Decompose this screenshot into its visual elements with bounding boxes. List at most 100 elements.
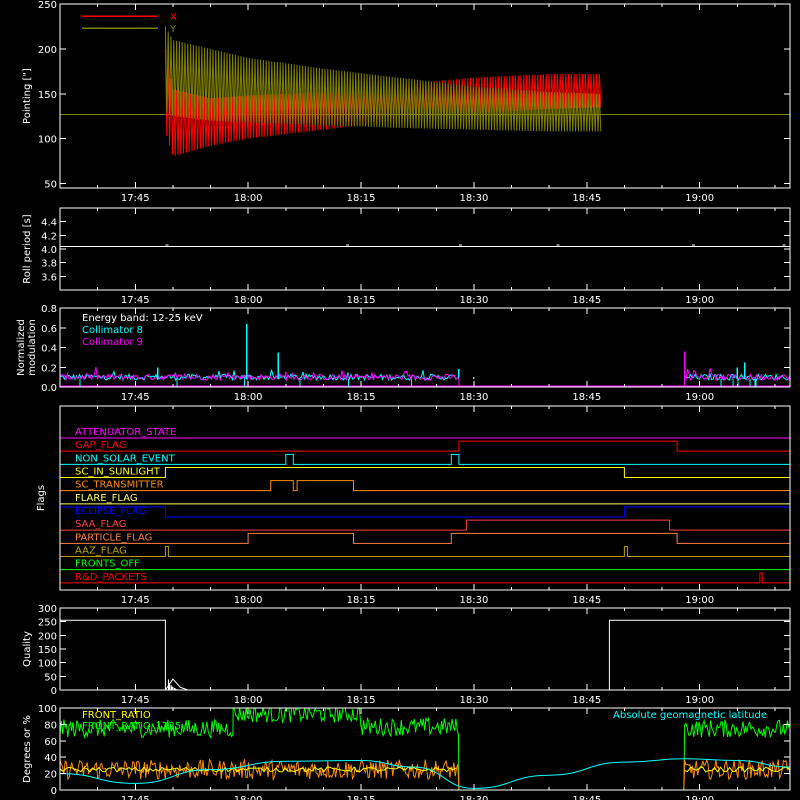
geomagnetic-data (60, 708, 790, 790)
geomagnetic-ytick-label: 60 (44, 737, 57, 748)
flag-trace (60, 572, 790, 584)
flag-label: SAA_FLAG (75, 519, 126, 530)
flags-xtick-label: 18:15 (347, 595, 376, 606)
pointing-ytick-label: 100 (38, 135, 57, 146)
quality-xtick-label: 17:45 (121, 695, 150, 706)
roll-period-xtick-label: 19:00 (685, 295, 714, 306)
flag-trace (60, 480, 790, 492)
flag-label: PARTICLE_FLAG (75, 532, 152, 543)
geomagnetic-ytick-label: 20 (44, 770, 57, 781)
flag-label: SC_IN_SUNLIGHT (75, 467, 161, 478)
geomagnetic-ytick-label: 40 (44, 753, 57, 764)
modulation-xtick-label: 17:45 (121, 392, 150, 403)
quality-ytick-label: 300 (38, 604, 57, 615)
roll-period-xtick-label: 18:15 (347, 295, 376, 306)
quality-xtick-label: 18:00 (234, 695, 263, 706)
flags-xtick-label: 19:00 (685, 595, 714, 606)
modulation-xtick-label: 19:00 (685, 392, 714, 403)
quality-ytick-label: 150 (38, 645, 57, 656)
flag-label: FLARE_FLAG (75, 493, 138, 504)
quality-xtick-label: 19:00 (685, 695, 714, 706)
quality-trace (60, 619, 790, 690)
flags-panel: 17:45 18:00 18:15 18:30 18:45 19:00 Flags ATTEN… (36, 405, 791, 606)
orange-ratio-trace (60, 757, 790, 790)
geomagnetic-xtick-label: 18:00 (234, 795, 263, 800)
flag-label: GAP_FLAG (75, 440, 127, 451)
legend-label-x: X (170, 12, 177, 23)
geomagnetic-ytick-label: 0 (51, 786, 57, 797)
modulation-legend-c9: Collimator 9 (82, 337, 143, 348)
quality-ytick-label: 200 (38, 631, 57, 642)
modulation-panel: 17:45 18:00 18:15 18:30 18:45 19:00 0.0 0.2 0.4 0… (16, 304, 791, 403)
geomagnetic-xtick-label: 17:45 (121, 795, 150, 800)
flags-xtick-label: 17:45 (121, 595, 150, 606)
pointing-frame (59, 3, 791, 189)
roll-period-ylabel: Roll period [s] (22, 214, 33, 283)
roll-period-ytick-label: 4.4 (41, 218, 57, 229)
pointing-data (60, 26, 790, 156)
flags-xtick-label: 18:45 (572, 595, 601, 606)
pointing-xtick-label: 18:30 (460, 193, 489, 204)
modulation-ylabel-1: Normalized (16, 319, 27, 376)
pointing-series-y (164, 26, 602, 132)
flags-data (60, 437, 790, 584)
flag-trace (60, 532, 790, 544)
modulation-legend-c8: Collimator 8 (82, 325, 143, 336)
flag-label: ECLIPSE_FLAG (75, 506, 146, 517)
modulation-ytick-label: 0.0 (41, 383, 57, 394)
geomagnetic-xtick-label: 18:15 (347, 795, 376, 800)
roll-period-xtick-label: 18:45 (572, 295, 601, 306)
flag-trace (60, 546, 790, 557)
modulation-ytick-label: 0.4 (41, 344, 57, 355)
quality-xtick-label: 18:30 (460, 695, 489, 706)
front-ratio-1225-trace (60, 708, 790, 790)
quality-ytick-label: 100 (38, 659, 57, 670)
roll-period-frame (59, 207, 791, 291)
roll-period-ytick-label: 4.2 (41, 231, 57, 242)
modulation-noise-c8 (60, 369, 458, 382)
pointing-ytick-label: 50 (44, 180, 57, 191)
flags-xtick-label: 18:30 (460, 595, 489, 606)
flag-trace (60, 519, 790, 531)
pointing-ylabel: Pointing ["] (22, 68, 33, 124)
roll-period-data (60, 244, 790, 247)
geomagnetic-ylabel: Degrees or % (22, 715, 33, 783)
pointing-ytick-label: 250 (38, 0, 57, 11)
geomagnetic-xtick-label: 18:45 (572, 795, 601, 800)
geomagnetic-frame (59, 707, 791, 791)
flags-frame (59, 405, 791, 591)
pointing-ytick-label: 150 (38, 90, 57, 101)
flag-trace (60, 506, 790, 518)
quality-data (60, 619, 790, 690)
pointing-xtick-label: 19:00 (685, 193, 714, 204)
pointing-xtick-label: 17:45 (121, 193, 150, 204)
quality-ylabel: Quality (22, 631, 33, 667)
quality-ytick-label: 250 (38, 618, 57, 629)
flag-trace (60, 440, 790, 452)
geo-legend-latitude: Absolute geomagnetic latitude (613, 710, 767, 721)
geo-legend-front-ratio: FRONT_RATIO (82, 710, 151, 721)
geo-legend-front-ratio-1225: FRONT_RATIO_1225 (82, 721, 181, 732)
modulation-legend-title: Energy band: 12-25 keV (82, 313, 203, 324)
roll-period-ytick-label: 4.0 (41, 245, 57, 256)
pointing-ytick-label: 200 (38, 45, 57, 56)
geomagnetic-panel: 17:45 18:00 18:15 18:30 18:45 19:00 0 20 40 60 80 1… (22, 704, 791, 800)
flags-xtick-label: 18:00 (234, 595, 263, 606)
flag-label: ATTENUATOR_STATE (75, 427, 176, 438)
geomagnetic-latitude-trace (60, 758, 790, 789)
pointing-panel: 17:45 18:00 18:15 18:30 18:45 19:00 50 100 150 20… (22, 0, 791, 204)
geomagnetic-xtick-label: 19:00 (685, 795, 714, 800)
modulation-ytick-label: 0.8 (41, 304, 57, 315)
modulation-noise-c9 (60, 366, 458, 382)
roll-period-xtick-label: 18:30 (460, 295, 489, 306)
geomagnetic-ytick-label: 100 (38, 704, 57, 715)
pointing-xtick-label: 18:15 (347, 193, 376, 204)
roll-period-ytick-label: 3.8 (41, 259, 57, 270)
flag-trace (60, 467, 790, 478)
flag-label: AAZ_FLAG (75, 546, 127, 557)
quality-xtick-label: 18:45 (572, 695, 601, 706)
flags-ylabel: Flags (36, 485, 47, 511)
geomagnetic-ytick-label: 80 (44, 720, 57, 731)
pointing-xtick-label: 18:45 (572, 193, 601, 204)
